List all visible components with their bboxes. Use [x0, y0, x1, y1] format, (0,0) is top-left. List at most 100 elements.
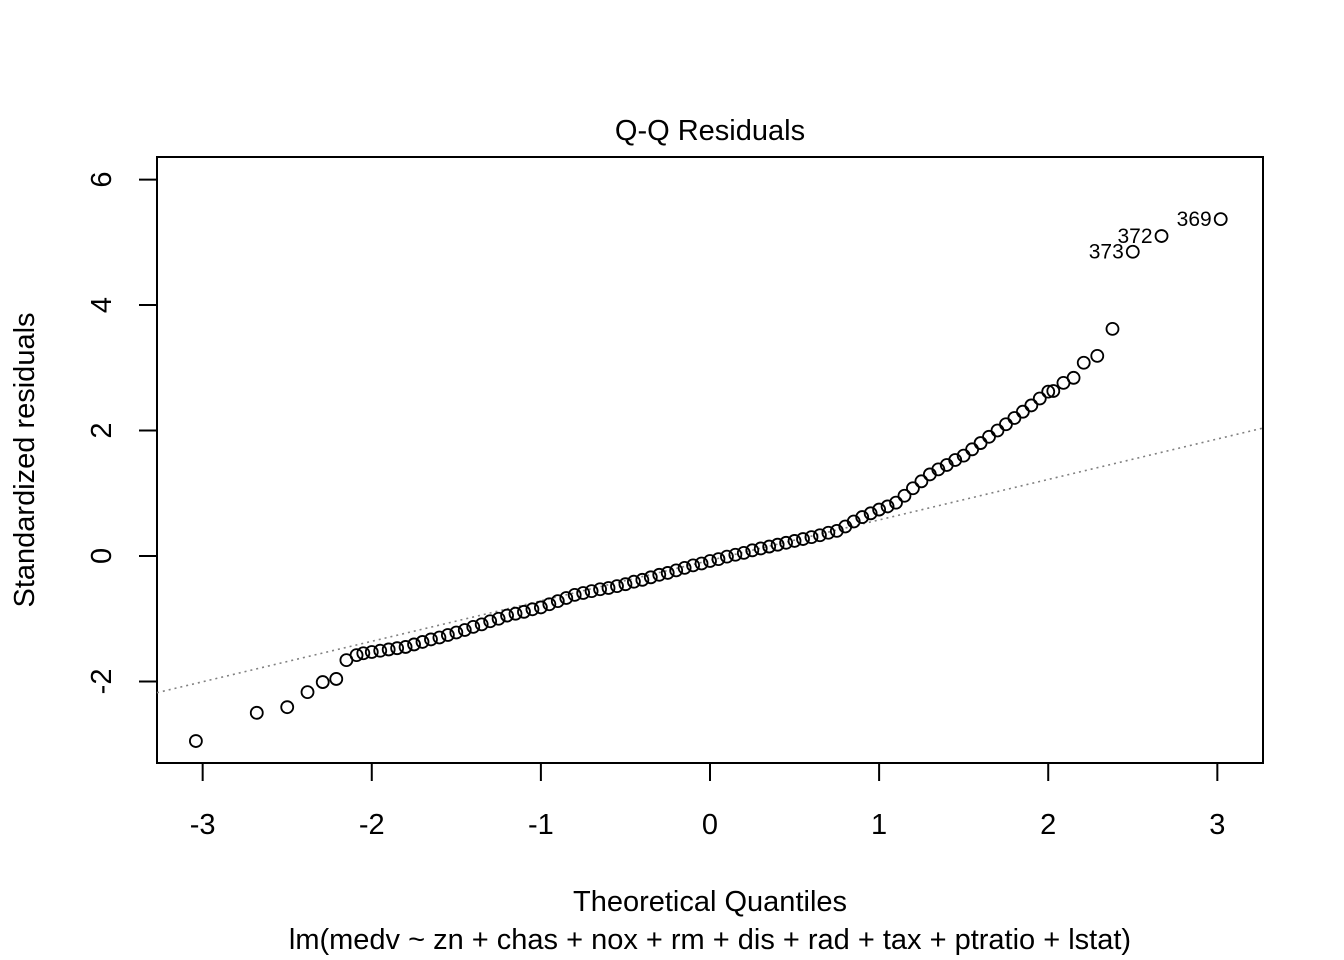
residual-point: [329, 672, 344, 686]
chart-title: Q-Q Residuals: [615, 115, 805, 147]
residual-point: [796, 532, 810, 546]
residual-point: [356, 646, 371, 661]
residual-point: [990, 423, 1005, 438]
residual-point: [1066, 370, 1081, 385]
y-tick-label: -2: [86, 669, 118, 695]
residual-point: [559, 591, 574, 605]
y-tick-label: 0: [86, 548, 118, 564]
residual-point: [517, 604, 531, 619]
y-tick-label: 2: [86, 422, 118, 438]
residual-point: [280, 700, 295, 715]
residual-point: [635, 572, 650, 587]
y-tick-label: 6: [86, 172, 118, 188]
residual-point: [373, 643, 388, 658]
residual-point: [1046, 384, 1061, 398]
residual-point: [491, 611, 506, 626]
residual-point: [753, 541, 768, 556]
x-tick-label: 1: [871, 809, 887, 841]
residual-point: [407, 637, 421, 652]
y-axis-label: Standardized residuals: [9, 312, 41, 607]
residual-point: [1007, 411, 1022, 425]
qq-reference-line: [156, 427, 1264, 694]
residual-point: [711, 552, 726, 567]
x-axis-label: Theoretical Quantiles: [573, 886, 847, 918]
residual-point: [982, 429, 996, 444]
residual-point: [762, 539, 777, 554]
residual-point: [889, 495, 903, 510]
residual-point: [364, 645, 379, 659]
residual-point: [618, 577, 633, 592]
residual-point: [863, 506, 878, 521]
residual-point: [550, 594, 565, 609]
residual-point: [1024, 398, 1039, 413]
residual-point: [576, 586, 591, 600]
y-tick-label: 4: [86, 297, 118, 313]
residual-point: [804, 530, 819, 545]
residual-point: [300, 685, 315, 700]
residual-point: [846, 514, 861, 529]
residual-point: [787, 534, 802, 548]
residual-point: [973, 436, 988, 450]
residual-point: [1032, 391, 1047, 406]
residual-point: [533, 600, 548, 615]
residual-point: [1125, 244, 1140, 259]
residual-point: [829, 523, 844, 538]
residual-point: [728, 547, 743, 562]
residual-point: [948, 453, 963, 467]
residual-point: [188, 734, 203, 748]
y-axis: -2 0 2 4 6: [86, 172, 157, 695]
residual-point: [694, 556, 709, 571]
residual-point: [381, 642, 396, 657]
residual-point: [415, 635, 430, 649]
residual-point: [720, 549, 734, 564]
residual-point: [398, 640, 413, 654]
residual-point: [669, 563, 684, 578]
residual-point: [1015, 404, 1030, 419]
x-tick-label: 0: [702, 809, 718, 841]
residual-point: [449, 625, 464, 640]
residual-point: [1213, 212, 1228, 227]
residual-point: [483, 614, 498, 629]
residual-point: [914, 474, 929, 489]
residual-point: [440, 628, 455, 642]
residual-point: [584, 584, 599, 599]
residual-point: [880, 499, 895, 514]
x-tick-label: 3: [1209, 809, 1225, 841]
residual-point: [999, 417, 1013, 432]
residual-point: [779, 535, 794, 550]
residual-point: [906, 481, 920, 496]
residual-point: [660, 566, 675, 580]
residual-point: [931, 462, 946, 477]
residual-point: [457, 623, 472, 637]
residual-point: [643, 570, 658, 585]
residual-point: [897, 488, 912, 503]
residual-point: [872, 502, 887, 517]
outlier-label: 372: [1117, 225, 1152, 248]
residual-point: [432, 630, 447, 645]
residual-point: [1105, 321, 1120, 336]
residual-point: [965, 442, 980, 457]
residual-point: [703, 554, 717, 568]
residual-point: [500, 608, 514, 623]
residual-point: [315, 675, 330, 689]
residual-point: [610, 579, 624, 593]
model-formula: lm(medv ~ zn + chas + nox + rm + dis + r…: [289, 924, 1131, 956]
residual-point: [1090, 348, 1105, 363]
residual-point: [601, 581, 616, 595]
residual-point: [390, 641, 405, 656]
residual-point: [855, 510, 870, 524]
residual-point: [686, 558, 700, 573]
x-tick-label: -2: [359, 809, 385, 841]
x-tick-label: 2: [1040, 809, 1056, 841]
residual-point: [525, 602, 540, 617]
residual-point: [466, 619, 481, 634]
residual-point: [508, 606, 523, 621]
x-tick-label: -1: [528, 809, 554, 841]
residual-point: [626, 574, 641, 589]
residual-point: [349, 648, 364, 662]
residual-point: [770, 537, 785, 552]
residual-point: [1154, 229, 1169, 243]
outlier-label: 373: [1089, 241, 1124, 264]
residual-point: [567, 587, 582, 602]
